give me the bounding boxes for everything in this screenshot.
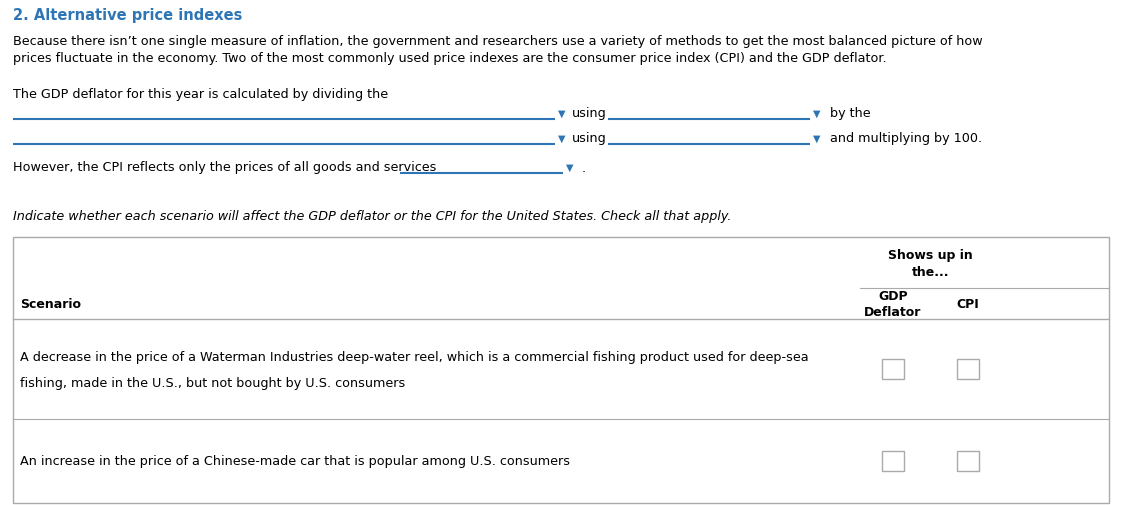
Text: ▼: ▼ <box>813 109 820 119</box>
Text: ▼: ▼ <box>558 134 565 144</box>
Bar <box>957 451 980 471</box>
Text: CPI: CPI <box>957 297 980 311</box>
Text: ▼: ▼ <box>813 134 820 144</box>
Text: using: using <box>572 132 607 145</box>
Bar <box>13 237 1109 503</box>
Text: An increase in the price of a Chinese-made car that is popular among U.S. consum: An increase in the price of a Chinese-ma… <box>20 454 570 468</box>
Text: GDP
Deflator: GDP Deflator <box>864 289 921 318</box>
Bar <box>957 359 980 379</box>
Text: The GDP deflator for this year is calculated by dividing the: The GDP deflator for this year is calcul… <box>13 88 388 101</box>
Text: Because there isn’t one single measure of inflation, the government and research: Because there isn’t one single measure o… <box>13 35 983 48</box>
Bar <box>882 451 904 471</box>
Text: .: . <box>582 161 586 174</box>
Bar <box>882 359 904 379</box>
Text: ▼: ▼ <box>565 163 573 173</box>
Text: Scenario: Scenario <box>20 297 81 311</box>
Text: However, the CPI reflects only the prices of all goods and services: However, the CPI reflects only the price… <box>13 161 436 174</box>
Text: 2. Alternative price indexes: 2. Alternative price indexes <box>13 8 242 23</box>
Text: ▼: ▼ <box>558 109 565 119</box>
Text: A decrease in the price of a Waterman Industries deep-water reel, which is a com: A decrease in the price of a Waterman In… <box>20 350 809 363</box>
Text: by the: by the <box>830 107 871 120</box>
Text: Shows up in
the...: Shows up in the... <box>889 248 973 278</box>
Text: fishing, made in the U.S., but not bought by U.S. consumers: fishing, made in the U.S., but not bough… <box>20 376 405 389</box>
Text: Indicate whether each scenario will affect the GDP deflator or the CPI for the U: Indicate whether each scenario will affe… <box>13 210 732 223</box>
Text: prices fluctuate in the economy. Two of the most commonly used price indexes are: prices fluctuate in the economy. Two of … <box>13 52 888 65</box>
Text: and multiplying by 100.: and multiplying by 100. <box>830 132 982 145</box>
Text: using: using <box>572 107 607 120</box>
